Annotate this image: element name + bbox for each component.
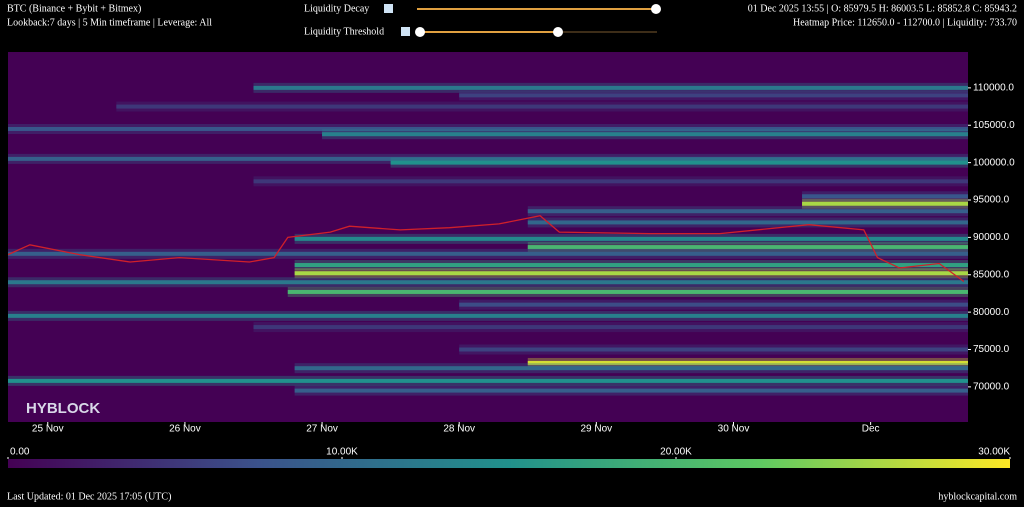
- price-line: [8, 215, 965, 283]
- heat-band: [8, 313, 968, 318]
- heat-band: [802, 194, 968, 199]
- y-tick-label: 100000.0: [973, 157, 1015, 168]
- x-tick-label: 26 Nov: [169, 424, 201, 435]
- heat-band: [8, 126, 968, 131]
- x-tick-label: 25 Nov: [32, 424, 64, 435]
- icon: [384, 4, 393, 13]
- heat-band: [527, 360, 968, 365]
- icon: [401, 27, 410, 36]
- colorbar-tick-label: 30.00K: [978, 447, 1010, 458]
- slider-handle[interactable]: [651, 4, 661, 14]
- heat-band: [116, 104, 968, 109]
- colorbar-tick-label: 0.00: [10, 447, 30, 458]
- colorbar-tick-label: 20.00K: [660, 447, 692, 458]
- x-tick-label: 29 Nov: [580, 424, 612, 435]
- y-tick-label: 105000.0: [973, 120, 1015, 131]
- ohlc: 01 Dec 2025 13:55 | O: 85979.5 H: 86003.…: [748, 3, 1017, 14]
- y-tick-label: 95000.0: [973, 195, 1010, 206]
- threshold-label: Liquidity Threshold: [304, 26, 384, 37]
- heat-band: [8, 378, 968, 383]
- colorbar-tick-label: 10.00K: [326, 447, 358, 458]
- heat-band: [8, 280, 968, 285]
- heat-band: [8, 156, 968, 161]
- heat-band: [459, 302, 968, 307]
- heat-band: [459, 93, 968, 98]
- heat-band: [802, 201, 968, 206]
- slider-handle[interactable]: [415, 27, 425, 37]
- heat-band: [287, 289, 968, 294]
- y-tick-label: 90000.0: [973, 232, 1010, 243]
- site: hyblockcapital.com: [938, 491, 1017, 502]
- y-tick-label: 85000.0: [973, 269, 1010, 280]
- decay-label: Liquidity Decay: [304, 3, 369, 14]
- x-tick-label: Dec: [862, 424, 880, 435]
- heat-band: [8, 251, 968, 256]
- subtitle: Lookback:7 days | 5 Min timeframe | Leve…: [7, 17, 212, 28]
- x-tick-label: 30 Nov: [718, 424, 750, 435]
- heat-band: [253, 325, 968, 330]
- title: BTC (Binance + Bybit + Bitmex): [7, 3, 141, 14]
- y-tick-label: 80000.0: [973, 307, 1010, 318]
- y-tick-label: 110000.0: [973, 83, 1014, 94]
- heat-band: [294, 388, 968, 393]
- heat-band: [527, 220, 968, 225]
- watermark: HYBLOCK: [26, 400, 100, 417]
- hover-info: Heatmap Price: 112650.0 - 112700.0 | Liq…: [793, 17, 1017, 28]
- heat-band: [253, 85, 968, 90]
- y-tick-label: 70000.0: [973, 382, 1010, 393]
- colorbar: [8, 459, 1010, 468]
- slider-handle[interactable]: [553, 27, 563, 37]
- heat-band: [459, 347, 968, 352]
- heat-band: [390, 160, 968, 165]
- heat-band: [527, 245, 968, 250]
- heat-band: [294, 271, 968, 276]
- x-tick-label: 28 Nov: [443, 424, 475, 435]
- x-tick-label: 27 Nov: [306, 424, 338, 435]
- plot-area: [8, 52, 968, 422]
- last-updated: Last Updated: 01 Dec 2025 17:05 (UTC): [7, 491, 171, 502]
- heat-band: [294, 366, 968, 371]
- heat-band: [527, 209, 968, 214]
- heat-band: [294, 263, 968, 268]
- heat-band: [253, 179, 968, 184]
- heat-band: [322, 132, 968, 137]
- heat-band: [294, 236, 968, 241]
- y-tick-label: 75000.0: [973, 344, 1010, 355]
